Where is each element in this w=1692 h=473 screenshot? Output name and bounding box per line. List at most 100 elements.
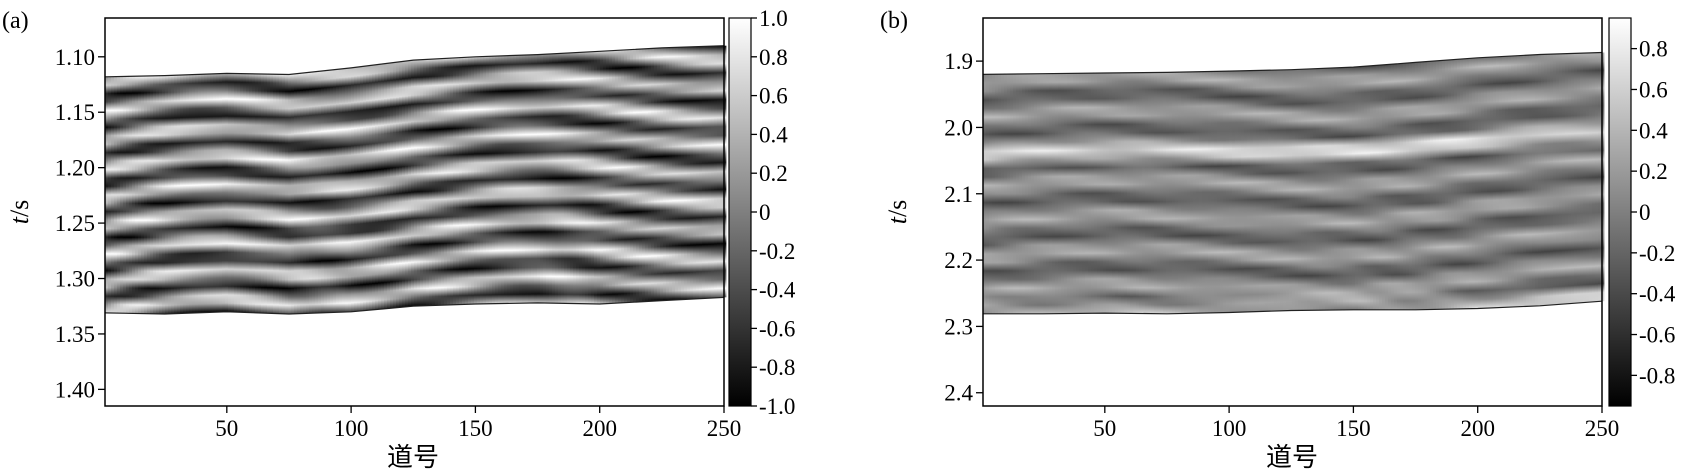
seismic-trace-strip <box>1163 72 1167 314</box>
seismic-trace-strip <box>576 52 580 304</box>
seismic-trace-strip <box>1040 73 1044 314</box>
seismic-trace-strip <box>372 65 376 310</box>
seismic-trace-strip <box>1508 56 1512 308</box>
colorbar-tick-label: 0.8 <box>759 45 788 70</box>
y-tick-label: 1.35 <box>55 322 95 347</box>
seismic-trace-strip <box>1235 70 1239 313</box>
seismic-trace-strip <box>1430 61 1434 310</box>
seismic-trace-strip <box>213 73 217 313</box>
seismic-trace-strip <box>1592 52 1596 302</box>
seismic-trace-strip <box>1022 73 1026 314</box>
seismic-trace-strip <box>1388 64 1392 310</box>
seismic-trace-strip <box>1577 53 1581 303</box>
seismic-trace-strip <box>318 71 322 313</box>
seismic-trace-strip <box>696 46 700 299</box>
panel-a: (a) 1.10 1.15 1.20 1.25 1.30 1.35 1.40 50 100 15… <box>2 6 796 472</box>
seismic-trace-strip <box>1463 58 1467 309</box>
seismic-trace-strip <box>1286 69 1290 311</box>
x-tick-label: 200 <box>1460 416 1495 441</box>
x-tick-label: 250 <box>1585 416 1620 441</box>
seismic-trace-strip <box>348 68 352 312</box>
y-tick-label: 2.2 <box>944 248 973 273</box>
seismic-trace-strip <box>336 69 340 313</box>
seismic-trace-strip <box>339 69 343 313</box>
seismic-trace-strip <box>315 71 319 313</box>
seismic-trace-strip <box>456 57 460 305</box>
seismic-trace-strip <box>255 74 259 313</box>
seismic-trace-strip <box>989 74 993 314</box>
seismic-trace-strip <box>1076 73 1080 314</box>
seismic-trace-strip <box>1169 72 1173 314</box>
seismic-trace-strip <box>1289 69 1293 311</box>
seismic-trace-strip <box>471 57 475 305</box>
seismic-trace-strip <box>207 74 211 313</box>
seismic-trace-strip <box>366 65 370 311</box>
panel-a-y-axis-title-unit: /s <box>5 200 34 217</box>
seismic-trace-strip <box>489 56 493 304</box>
seismic-trace-strip <box>639 49 643 302</box>
seismic-trace-strip <box>1103 73 1107 314</box>
seismic-trace-strip <box>177 75 181 314</box>
seismic-trace-strip <box>153 75 157 314</box>
seismic-trace-strip <box>717 45 721 298</box>
seismic-trace-strip <box>1580 53 1584 303</box>
seismic-trace-strip <box>1253 70 1257 312</box>
seismic-trace-strip <box>504 55 508 304</box>
seismic-trace-strip <box>342 68 346 312</box>
seismic-trace-strip <box>1493 56 1497 308</box>
seismic-trace-strip <box>588 51 592 304</box>
seismic-trace-strip <box>1178 72 1182 314</box>
seismic-trace-strip <box>1238 70 1242 313</box>
seismic-trace-strip <box>270 74 274 314</box>
colorbar-tick-label: -0.4 <box>1639 282 1676 307</box>
seismic-trace-strip <box>411 60 415 307</box>
panel-a-colorbar-ticks: 1.0 0.8 0.6 0.4 0.2 0 -0.2 -0.4 -0.6 -0.8 -1.0 <box>751 6 796 419</box>
seismic-trace-strip <box>150 75 154 314</box>
seismic-trace-strip <box>228 73 232 312</box>
seismic-trace-strip <box>1556 53 1560 305</box>
seismic-trace-strip <box>1487 57 1491 309</box>
y-tick-label: 1.30 <box>55 267 95 292</box>
seismic-trace-strip <box>378 64 382 310</box>
colorbar-tick-label: 0.6 <box>1639 77 1668 102</box>
seismic-trace-strip <box>1322 68 1326 311</box>
seismic-trace-strip <box>1232 71 1236 313</box>
seismic-trace-strip <box>126 76 130 314</box>
seismic-trace-strip <box>138 76 142 314</box>
seismic-trace-strip <box>1505 56 1509 308</box>
panel-a-label: (a) <box>2 8 29 34</box>
seismic-trace-strip <box>1130 72 1134 314</box>
seismic-trace-strip <box>363 66 367 311</box>
seismic-trace-strip <box>420 59 424 306</box>
seismic-trace-strip <box>675 47 679 300</box>
seismic-trace-strip <box>1439 60 1443 310</box>
colorbar-tick-label: -0.4 <box>759 278 796 303</box>
seismic-trace-strip <box>1589 52 1593 303</box>
seismic-trace-strip <box>1046 73 1050 314</box>
seismic-trace-strip <box>1391 64 1395 310</box>
seismic-trace-strip <box>396 62 400 308</box>
seismic-trace-strip <box>1529 55 1533 307</box>
seismic-trace-strip <box>165 75 169 314</box>
seismic-trace-strip <box>645 48 649 302</box>
seismic-trace-strip <box>345 68 349 313</box>
seismic-trace-strip <box>1400 63 1404 310</box>
y-tick-label: 2.1 <box>944 182 973 207</box>
seismic-trace-strip <box>1346 67 1350 310</box>
seismic-trace-strip <box>543 54 547 304</box>
seismic-trace-strip <box>1067 73 1071 314</box>
panel-b-seismic-section <box>982 51 1605 315</box>
seismic-trace-strip <box>555 53 559 304</box>
seismic-trace-strip <box>1175 72 1179 314</box>
seismic-trace-strip <box>330 70 334 313</box>
panel-b-y-axis-title-unit: /s <box>883 200 912 217</box>
y-tick-label: 1.40 <box>55 377 95 402</box>
seismic-trace-strip <box>1574 53 1578 304</box>
seismic-trace-strip <box>321 70 325 313</box>
seismic-trace-strip <box>612 50 616 304</box>
seismic-trace-strip <box>1442 60 1446 310</box>
seismic-trace-strip <box>1466 58 1470 309</box>
seismic-trace-strip <box>537 54 541 303</box>
seismic-trace-strip <box>540 54 544 304</box>
seismic-trace-strip <box>477 56 481 305</box>
